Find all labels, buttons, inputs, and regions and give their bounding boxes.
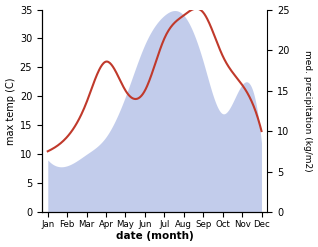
Y-axis label: max temp (C): max temp (C) [5,77,16,144]
Y-axis label: med. precipitation (kg/m2): med. precipitation (kg/m2) [303,50,313,172]
X-axis label: date (month): date (month) [116,231,194,242]
